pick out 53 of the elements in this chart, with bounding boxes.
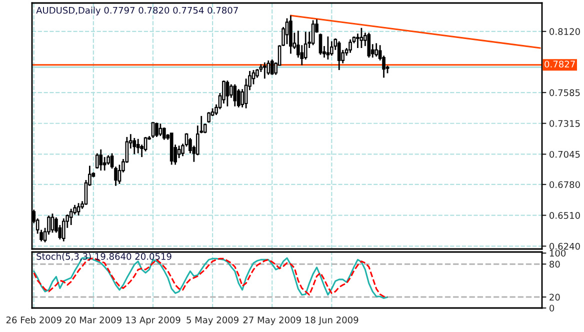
y-tick-label: 0.7315 [550, 120, 580, 127]
candlestick [50, 212, 54, 234]
candlestick [236, 88, 240, 108]
candlestick [337, 40, 341, 71]
x-tick-label: 27 May 2009 [243, 316, 301, 326]
candlestick [151, 122, 155, 139]
candlestick [99, 148, 103, 172]
y-tick-label: 100 [550, 250, 566, 257]
candlestick [270, 58, 274, 76]
candlestick [330, 40, 334, 56]
candlestick [262, 62, 266, 80]
candlestick [318, 32, 322, 56]
candlestick [326, 36, 330, 60]
candlestick [311, 20, 315, 46]
chart-title: Stoch(5,3,3) 19.8640 20.0519 [36, 252, 172, 261]
candlestick [356, 32, 360, 49]
candlestick [136, 138, 140, 154]
y-tick-label: 0.8120 [550, 28, 580, 35]
candlestick [374, 42, 378, 58]
candlestick [155, 122, 158, 138]
x-tick-label: 20 Mar 2009 [65, 316, 122, 324]
chart-title: AUDUSD,Daily 0.7797 0.7820 0.7754 0.7807 [36, 6, 238, 16]
y-tick-label: 20 [550, 294, 560, 301]
candlestick [266, 60, 270, 76]
x-tick-label: 5 May 2009 [186, 316, 238, 326]
x-tick-label: 18 Jun 2009 [306, 316, 358, 325]
candlestick [233, 84, 237, 108]
candlestick [285, 18, 289, 45]
x-tick-label: 26 Feb 2009 [6, 316, 62, 324]
candlestick [62, 218, 66, 242]
candlestick [200, 115, 204, 134]
candlestick [360, 27, 364, 49]
candlestick [69, 208, 73, 226]
candlestick [207, 111, 210, 124]
y-tick-label: 0.7045 [550, 150, 580, 158]
candlestick [95, 152, 99, 170]
candlestick [367, 32, 371, 58]
candlestick [158, 122, 162, 137]
candlestick [102, 156, 106, 172]
y-tick-label: 0.6510 [550, 212, 580, 219]
candlestick [348, 38, 352, 54]
x-tick-label: 13 Apr 2009 [126, 316, 180, 326]
y-tick-label: 80 [550, 260, 560, 268]
y-tick-label: 0 [550, 304, 554, 312]
candlestick [226, 80, 230, 108]
y-tick-label: 0.6240 [550, 242, 580, 250]
candlestick [132, 137, 136, 155]
candlestick [229, 84, 233, 98]
ref-line-label: 0.7827 [544, 60, 575, 68]
candlestick [162, 126, 166, 141]
y-tick-label: 0.6780 [550, 181, 580, 188]
candlestick [177, 144, 181, 159]
y-tick-label: 0.7585 [550, 89, 580, 96]
